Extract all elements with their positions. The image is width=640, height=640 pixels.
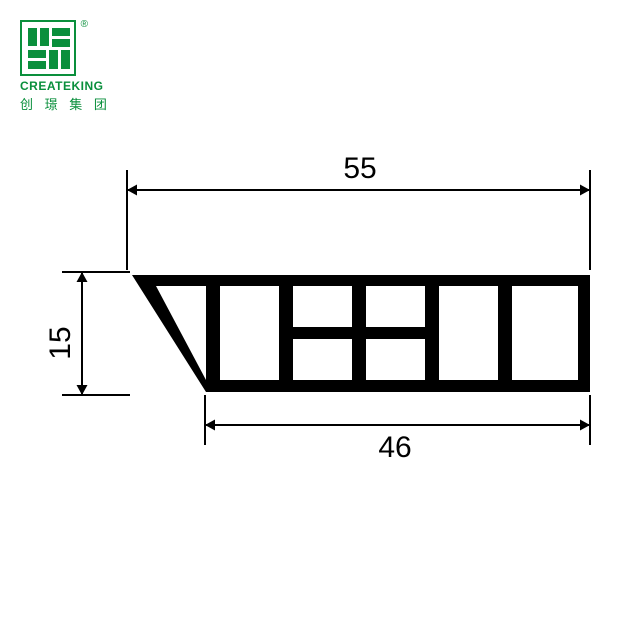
brand-name-cn: 创 璟 集 团 — [20, 94, 111, 113]
svg-text:46: 46 — [378, 431, 411, 464]
logo-mark: ® — [20, 20, 76, 76]
svg-text:15: 15 — [44, 326, 77, 359]
registered-mark: ® — [81, 19, 88, 30]
brand-logo: ® CREATEKING 创 璟 集 团 — [20, 20, 111, 113]
svg-text:55: 55 — [343, 152, 376, 185]
brand-name-en: CREATEKING — [20, 79, 111, 93]
profile-section — [132, 275, 590, 392]
